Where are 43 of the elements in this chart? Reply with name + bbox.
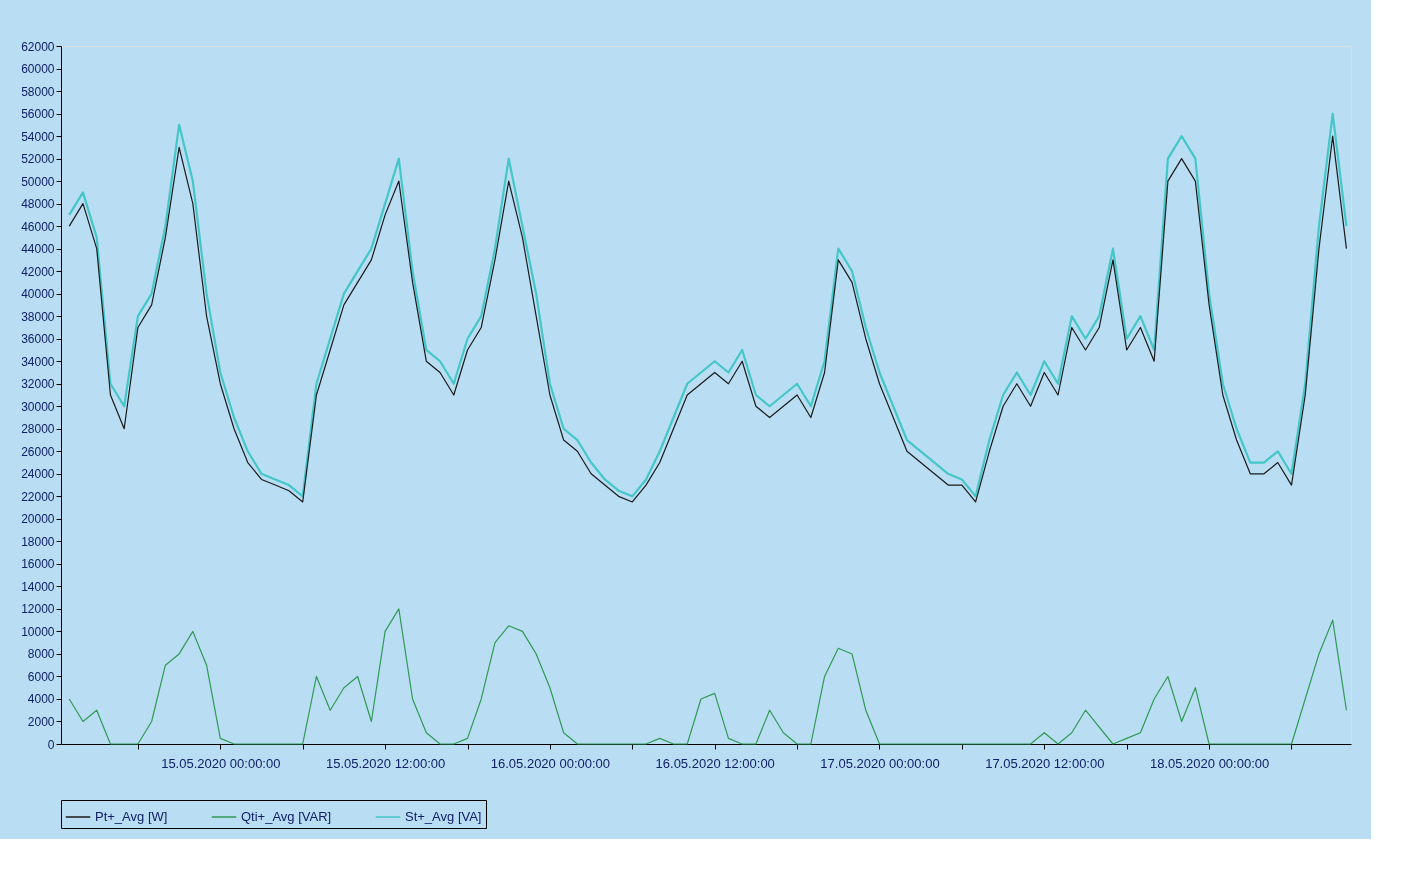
y-tick-label: 56000	[21, 107, 55, 122]
x-tick-label: 17.05.2020 12:00:00	[985, 755, 1105, 771]
x-tick-label: 15.05.2020 12:00:00	[325, 755, 446, 771]
y-tick-label: 44000	[21, 242, 55, 257]
y-tick-label: 46000	[21, 219, 55, 234]
x-tick-label: 17.05.2020 00:00:00	[820, 755, 940, 771]
y-tick-label: 18000	[21, 534, 55, 549]
y-tick-label: 16000	[21, 557, 55, 572]
y-tick-label: 10000	[21, 624, 55, 639]
x-tick-label: 15.05.2020 00:00:00	[161, 755, 281, 771]
y-tick-label: 54000	[21, 129, 55, 144]
y-tick-label: 30000	[21, 399, 55, 414]
legend-label: Qti+_Avg [VAR]	[241, 809, 332, 824]
y-tick-label: 60000	[21, 62, 55, 77]
y-tick-label: 20000	[21, 512, 55, 527]
y-tick-label: 8000	[27, 647, 55, 662]
y-tick-label: 38000	[21, 309, 55, 324]
y-tick-label: 14000	[21, 579, 55, 594]
y-tick-label: 24000	[21, 467, 55, 482]
y-tick-label: 26000	[21, 444, 55, 459]
x-tick-label: 16.05.2020 00:00:00	[490, 755, 611, 771]
legend-label: Pt+_Avg [W]	[95, 809, 168, 824]
y-tick-label: 32000	[21, 377, 55, 392]
y-tick-label: 36000	[21, 332, 55, 347]
line-series	[68, 608, 1348, 745]
y-tick-label: 6000	[27, 669, 55, 684]
y-tick-label: 58000	[21, 84, 55, 99]
y-tick-label: 12000	[21, 602, 55, 617]
legend-label: St+_Avg [VA]	[405, 809, 482, 824]
y-tick-label: 48000	[21, 197, 55, 212]
y-tick-label: 40000	[21, 287, 55, 302]
y-tick-label: 62000	[21, 39, 55, 54]
x-tick-label: 18.05.2020 00:00:00	[1149, 755, 1270, 771]
y-tick-label: 34000	[21, 354, 55, 369]
y-tick-label: 4000	[27, 692, 55, 707]
y-tick-label: 52000	[21, 152, 55, 167]
y-tick-label: 42000	[21, 264, 55, 279]
y-tick-label: 0	[47, 737, 55, 752]
y-tick-label: 28000	[21, 422, 55, 437]
y-tick-label: 50000	[21, 174, 55, 189]
y-tick-label: 22000	[21, 489, 55, 504]
y-tick-label: 2000	[27, 714, 55, 729]
x-tick-label: 16.05.2020 12:00:00	[655, 755, 775, 771]
